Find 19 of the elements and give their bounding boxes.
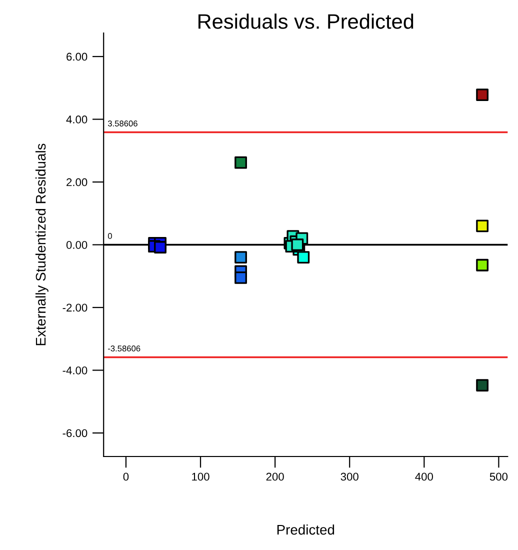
x-tick-label: 0 [123,472,129,481]
chart-title: Residuals vs. Predicted [198,14,414,29]
x-tick-label: 200 [266,472,284,481]
x-tick-label: 500 [490,472,508,481]
y-tick-label: 2.00 [66,178,88,186]
y-tick-label: 0.00 [66,241,88,249]
y-tick-label: 4.00 [66,116,88,124]
ref-line-label: 0 [108,233,112,239]
y-tick-label: -4.00 [62,366,88,374]
y-tick-label: 6.00 [66,52,88,61]
x-tick-label: 300 [340,472,358,481]
y-axis-title: Externally Studentized Residuals [35,144,48,346]
y-tick-label: -6.00 [62,429,88,438]
x-axis-title: Predicted [277,524,334,535]
x-tick-label: 400 [415,472,433,481]
x-tick-label: 100 [192,472,210,481]
ref-line-label: 3.58606 [108,120,138,126]
y-tick-label: -2.00 [62,304,88,312]
ref-line-label: -3.58606 [108,346,140,352]
